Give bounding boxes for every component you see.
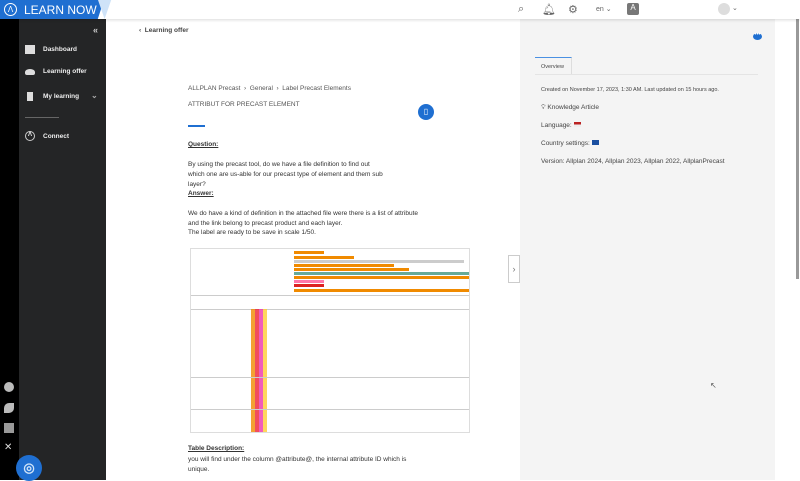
table-description-heading: Table Description: bbox=[188, 445, 245, 452]
tab-overview[interactable]: Overview bbox=[535, 57, 572, 74]
answer-line: We do have a kind of definition in the a… bbox=[188, 210, 419, 217]
connect-icon: Λ bbox=[25, 131, 35, 141]
chevron-down-icon[interactable]: ⌄ bbox=[91, 91, 98, 100]
sidebar-item-label: My learning bbox=[43, 93, 80, 100]
cursor-icon: ↖ bbox=[710, 381, 717, 390]
bookmark-icon: ▯ bbox=[423, 107, 429, 116]
details-panel: ••• Overview Created on November 17, 202… bbox=[520, 19, 775, 480]
main-content: ‹ Learning offer ALLPLAN Precast › Gener… bbox=[106, 19, 520, 480]
breadcrumb-item[interactable]: Label Precast Elements bbox=[282, 85, 351, 92]
my-learning-icon bbox=[27, 92, 33, 101]
sidebar-item-label: Dashboard bbox=[43, 46, 77, 53]
fingerprint-button[interactable]: ◎ bbox=[16, 455, 42, 481]
sidebar-item-label: Connect bbox=[43, 132, 69, 140]
article-type-label: Knowledge Article bbox=[547, 104, 600, 111]
eu-flag-icon bbox=[591, 140, 599, 145]
brand-decoration bbox=[98, 0, 112, 19]
created-info: Created on November 17, 2023, 1:30 AM. L… bbox=[541, 87, 719, 93]
answer-line: and the link belong to precast product a… bbox=[188, 219, 343, 227]
answer-heading: Answer: bbox=[188, 190, 214, 197]
answer-line: The label are ready to be save in scale … bbox=[188, 229, 316, 236]
article-type: 💡︎ Knowledge Article bbox=[541, 104, 599, 112]
bell-icon[interactable]: 🔔︎ bbox=[542, 4, 556, 16]
brand-title: LEARN NOW bbox=[24, 2, 97, 17]
collapse-sidebar-icon[interactable]: « bbox=[93, 25, 99, 35]
page-title: ATTRIBUT FOR PRECAST ELEMENT bbox=[188, 101, 300, 108]
chevron-down-icon[interactable]: ⌄ bbox=[732, 5, 738, 12]
tab-divider bbox=[535, 74, 758, 75]
answer-text: We do have a kind of definition in the a… bbox=[188, 209, 418, 238]
box-icon[interactable] bbox=[4, 423, 14, 433]
country-label: Country settings: bbox=[541, 140, 590, 147]
bookmark-button[interactable]: ▯ bbox=[418, 104, 434, 120]
avatar-icon[interactable] bbox=[718, 3, 730, 15]
app-icon[interactable]: A bbox=[627, 3, 639, 15]
lightbulb-icon: 💡︎ bbox=[541, 104, 546, 111]
learning-offer-icon bbox=[25, 68, 35, 75]
top-bar: Λ LEARN NOW ⌕ 🔔︎ ⚙ en ⌄ A ⌄ bbox=[0, 0, 800, 19]
back-link[interactable]: ‹ Learning offer bbox=[139, 27, 189, 34]
table-description-text: you will find under the column @attribut… bbox=[188, 456, 407, 473]
sidebar-item-my-learning[interactable]: My learning bbox=[25, 92, 79, 101]
leaf-icon[interactable] bbox=[4, 403, 14, 413]
breadcrumb: ALLPLAN Precast › General › Label Precas… bbox=[188, 85, 351, 92]
connect-x-icon[interactable]: ✕ bbox=[4, 442, 13, 453]
tab-label: Overview bbox=[541, 64, 564, 70]
language-select[interactable]: en ⌄ bbox=[596, 6, 612, 13]
version-info: Version: Allplan 2024, Allplan 2023, All… bbox=[541, 158, 725, 165]
allplan-logo-icon: Λ bbox=[4, 3, 17, 16]
us-flag-icon bbox=[573, 122, 581, 127]
page-scrollbar[interactable] bbox=[796, 19, 799, 279]
language-row: Language: bbox=[541, 122, 581, 129]
title-underline bbox=[188, 125, 205, 127]
breadcrumb-item[interactable]: General bbox=[249, 85, 273, 92]
sidebar-item-connect[interactable]: Λ Connect bbox=[25, 131, 69, 141]
sidebar: « Dashboard Learning offer My learning ⌄… bbox=[16, 19, 106, 481]
sidebar-item-learning-offer[interactable]: Learning offer bbox=[25, 68, 87, 75]
divider bbox=[25, 117, 59, 118]
language-label: Language: bbox=[541, 122, 572, 129]
language-value: en bbox=[596, 6, 604, 13]
cube-icon[interactable] bbox=[4, 382, 14, 392]
app-switcher-strip: ✕ bbox=[0, 19, 19, 480]
chevron-right-icon: › bbox=[512, 264, 516, 274]
back-label: Learning offer bbox=[144, 27, 189, 34]
question-heading: Question: bbox=[188, 141, 219, 148]
more-options-icon[interactable]: ••• bbox=[753, 32, 762, 40]
toggle-panel-button[interactable]: › bbox=[508, 255, 520, 283]
breadcrumb-item[interactable]: ALLPLAN Precast bbox=[188, 85, 241, 92]
sidebar-item-dashboard[interactable]: Dashboard bbox=[25, 45, 77, 54]
gear-icon[interactable]: ⚙ bbox=[568, 4, 578, 16]
chevron-left-icon: ‹ bbox=[139, 27, 142, 34]
question-text: By using the precast tool, do we have a … bbox=[188, 161, 383, 188]
attribute-table-image[interactable] bbox=[190, 248, 470, 433]
sidebar-item-label: Learning offer bbox=[43, 68, 87, 75]
search-icon[interactable]: ⌕ bbox=[518, 3, 525, 15]
brand-logo[interactable]: Λ LEARN NOW bbox=[0, 0, 104, 19]
country-row: Country settings: bbox=[541, 140, 599, 147]
dashboard-icon bbox=[25, 45, 35, 54]
